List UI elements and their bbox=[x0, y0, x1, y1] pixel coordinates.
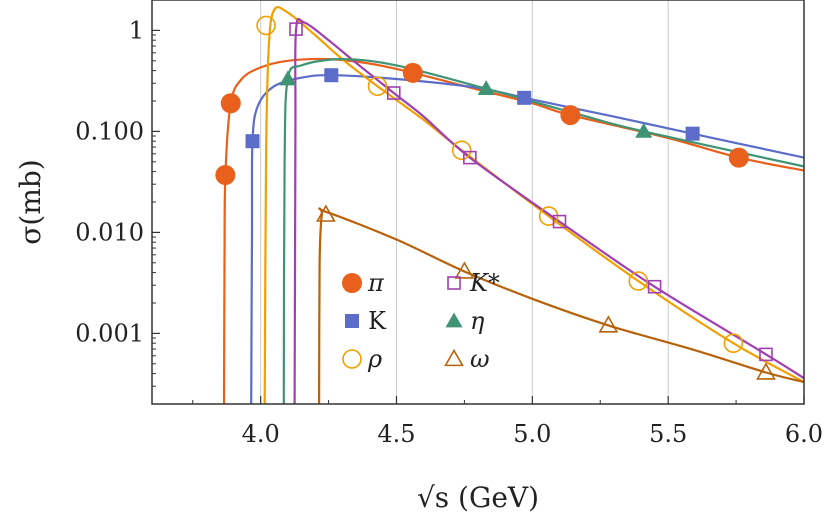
x-tick-label-2: 5.0 bbox=[513, 420, 551, 448]
ticks: 4.0 4.5 5.0 5.5 6.0 1 0.100 0.010 0.001 bbox=[75, 0, 823, 448]
y-tick-label-1: 0.100 bbox=[75, 117, 144, 145]
point-0-0 bbox=[215, 165, 236, 186]
legend-marker-3 bbox=[445, 312, 463, 328]
point-1-2 bbox=[517, 90, 532, 105]
point-4-1 bbox=[477, 80, 495, 96]
legend: π K* K η ρ ω bbox=[342, 269, 500, 373]
curve-4 bbox=[282, 57, 804, 404]
point-3-2 bbox=[463, 150, 477, 165]
legend-marker-5 bbox=[444, 348, 464, 367]
y-axis-title: σ(mb) bbox=[14, 159, 47, 244]
point-3-0 bbox=[289, 22, 303, 36]
legend-label-3: η bbox=[470, 307, 485, 335]
legend-label-4: ρ bbox=[367, 345, 382, 373]
point-1-3 bbox=[685, 126, 700, 141]
curve-2 bbox=[263, 6, 804, 404]
legend-label-5: ω bbox=[470, 345, 490, 373]
curve-5 bbox=[318, 207, 804, 404]
point-1-1 bbox=[324, 68, 339, 83]
point-0-4 bbox=[728, 147, 749, 168]
point-3-1 bbox=[386, 86, 401, 100]
point-0-3 bbox=[560, 105, 581, 126]
point-2-4 bbox=[628, 271, 649, 291]
curve-3 bbox=[293, 17, 804, 404]
legend-label-1: K* bbox=[469, 269, 500, 297]
legend-marker-2 bbox=[345, 314, 359, 328]
x-tick-label-0: 4.0 bbox=[242, 420, 280, 448]
legend-label-2: K bbox=[368, 307, 387, 335]
x-tick-label-3: 5.5 bbox=[649, 420, 687, 448]
point-5-0 bbox=[315, 204, 336, 222]
curve-1 bbox=[250, 74, 804, 404]
point-0-1 bbox=[220, 93, 241, 114]
point-0-2 bbox=[402, 62, 423, 83]
point-2-5 bbox=[723, 333, 744, 353]
point-4-2 bbox=[635, 122, 653, 138]
curve-0 bbox=[222, 57, 804, 404]
point-1-0 bbox=[245, 134, 260, 149]
y-tick-label-3: 0.001 bbox=[75, 319, 144, 347]
markers bbox=[215, 15, 776, 380]
legend-marker-0 bbox=[342, 273, 362, 293]
point-3-4 bbox=[647, 279, 662, 294]
point-5-3 bbox=[756, 362, 776, 380]
point-5-1 bbox=[454, 261, 475, 279]
legend-marker-4 bbox=[342, 349, 362, 369]
point-5-2 bbox=[598, 315, 619, 333]
y-tick-label-0: 1 bbox=[129, 16, 144, 44]
point-3-3 bbox=[552, 214, 567, 229]
point-2-2 bbox=[451, 140, 472, 161]
plot-frame bbox=[151, 0, 805, 405]
point-2-0 bbox=[256, 15, 276, 36]
x-tick-label-1: 4.5 bbox=[377, 420, 415, 448]
legend-label-0: π bbox=[367, 269, 385, 297]
legend-marker-1 bbox=[447, 276, 461, 290]
y-tick-label-2: 0.010 bbox=[75, 218, 144, 246]
curves bbox=[222, 6, 804, 404]
point-4-0 bbox=[279, 70, 297, 86]
x-axis-title: √s (GeV) bbox=[417, 481, 539, 514]
point-2-1 bbox=[367, 76, 388, 97]
x-tick-label-4: 6.0 bbox=[785, 420, 823, 448]
point-3-5 bbox=[759, 347, 773, 362]
